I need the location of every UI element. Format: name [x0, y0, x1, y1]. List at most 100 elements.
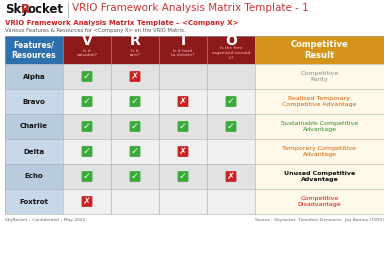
- FancyBboxPatch shape: [129, 146, 141, 157]
- Text: Competitive
Result: Competitive Result: [291, 40, 348, 60]
- Bar: [63, 89, 111, 114]
- Text: Foxtrot: Foxtrot: [20, 198, 48, 205]
- Bar: [63, 36, 111, 64]
- Bar: [63, 164, 111, 189]
- FancyBboxPatch shape: [129, 121, 141, 132]
- Bar: [207, 64, 255, 89]
- Text: ✗: ✗: [83, 197, 91, 206]
- FancyBboxPatch shape: [81, 96, 93, 107]
- FancyBboxPatch shape: [177, 146, 189, 157]
- FancyBboxPatch shape: [225, 171, 237, 182]
- FancyBboxPatch shape: [81, 146, 93, 157]
- Bar: [111, 139, 159, 164]
- FancyBboxPatch shape: [129, 171, 141, 182]
- Text: Competitive
Parity: Competitive Parity: [300, 71, 339, 82]
- Bar: [207, 114, 255, 139]
- Text: ✓: ✓: [227, 97, 235, 106]
- Text: Competitive
Disadvantage: Competitive Disadvantage: [298, 196, 341, 207]
- FancyBboxPatch shape: [81, 196, 93, 207]
- Text: R: R: [21, 3, 30, 16]
- FancyBboxPatch shape: [81, 171, 93, 182]
- Bar: [68, 2, 69, 18]
- FancyBboxPatch shape: [225, 121, 237, 132]
- Text: Is it
rare?: Is it rare?: [129, 49, 141, 57]
- Bar: [159, 164, 207, 189]
- Bar: [111, 89, 159, 114]
- Bar: [207, 89, 255, 114]
- Text: ocket: ocket: [27, 3, 63, 16]
- Text: ✗: ✗: [131, 72, 139, 81]
- Text: O: O: [225, 34, 237, 48]
- FancyBboxPatch shape: [129, 96, 141, 107]
- Text: ✓: ✓: [83, 72, 91, 81]
- Text: ✓: ✓: [131, 97, 139, 106]
- FancyBboxPatch shape: [177, 96, 189, 107]
- FancyBboxPatch shape: [81, 121, 93, 132]
- Bar: [159, 64, 207, 89]
- Bar: [207, 164, 255, 189]
- Bar: [255, 64, 384, 89]
- Text: ✓: ✓: [179, 172, 187, 181]
- Text: V: V: [82, 34, 93, 48]
- Bar: [5, 139, 63, 164]
- Text: ✓: ✓: [83, 97, 91, 106]
- Bar: [63, 139, 111, 164]
- FancyBboxPatch shape: [177, 171, 189, 182]
- Text: VRIO Framework Analysis Matrix Template – <Company X>: VRIO Framework Analysis Matrix Template …: [5, 20, 238, 26]
- Bar: [207, 36, 255, 64]
- Bar: [5, 114, 63, 139]
- Bar: [159, 36, 207, 64]
- Text: Features/
Resources: Features/ Resources: [12, 40, 56, 60]
- Text: ✗: ✗: [179, 97, 187, 106]
- Text: ✓: ✓: [83, 147, 91, 156]
- Text: ✓: ✓: [131, 172, 139, 181]
- Text: ✓: ✓: [131, 147, 139, 156]
- Text: Delta: Delta: [23, 148, 45, 154]
- Text: Various Features & Resources for <Company X> on the VRIO Matrix.: Various Features & Resources for <Compan…: [5, 28, 186, 33]
- Text: Unused Competitive
Advantage: Unused Competitive Advantage: [284, 171, 355, 182]
- Bar: [5, 89, 63, 114]
- Bar: [111, 64, 159, 89]
- Bar: [255, 189, 384, 214]
- Text: Source : Skyrocket, Timothée Denouers,  Jay Barney (1991): Source : Skyrocket, Timothée Denouers, J…: [255, 218, 384, 222]
- Text: Temporary Competitive
Advantage: Temporary Competitive Advantage: [283, 146, 356, 157]
- Text: Sky: Sky: [5, 3, 29, 16]
- Bar: [111, 36, 159, 64]
- Text: ✗: ✗: [179, 147, 187, 156]
- Text: ✓: ✓: [227, 122, 235, 131]
- Text: ✓: ✓: [83, 122, 91, 131]
- Bar: [63, 114, 111, 139]
- Text: ✗: ✗: [227, 172, 235, 181]
- Bar: [5, 64, 63, 89]
- Bar: [207, 189, 255, 214]
- Bar: [63, 189, 111, 214]
- Bar: [159, 189, 207, 214]
- Text: ✓: ✓: [83, 172, 91, 181]
- Bar: [5, 189, 63, 214]
- Bar: [255, 114, 384, 139]
- FancyBboxPatch shape: [81, 71, 93, 82]
- Bar: [159, 114, 207, 139]
- Text: ✓: ✓: [179, 122, 187, 131]
- Text: SkyRocket – Confidential – May 2022: SkyRocket – Confidential – May 2022: [5, 218, 85, 222]
- Text: Echo: Echo: [25, 174, 43, 179]
- Text: Is it hard
to imitate?: Is it hard to imitate?: [171, 49, 195, 57]
- Text: Alpha: Alpha: [23, 73, 45, 79]
- Text: Bravo: Bravo: [23, 99, 45, 104]
- Text: ✓: ✓: [131, 122, 139, 131]
- Bar: [111, 114, 159, 139]
- Text: Is it
valuable?: Is it valuable?: [76, 49, 98, 57]
- Bar: [5, 164, 63, 189]
- FancyBboxPatch shape: [129, 71, 141, 82]
- Bar: [255, 89, 384, 114]
- Text: Is the firm
organised around
it?: Is the firm organised around it?: [212, 46, 250, 60]
- Bar: [159, 89, 207, 114]
- Bar: [255, 36, 384, 64]
- Bar: [111, 189, 159, 214]
- Bar: [255, 164, 384, 189]
- Bar: [5, 36, 63, 64]
- Text: Charlie: Charlie: [20, 123, 48, 130]
- Bar: [63, 64, 111, 89]
- Bar: [207, 139, 255, 164]
- Text: VRIO Framework Analysis Matrix Template - 1: VRIO Framework Analysis Matrix Template …: [72, 3, 309, 13]
